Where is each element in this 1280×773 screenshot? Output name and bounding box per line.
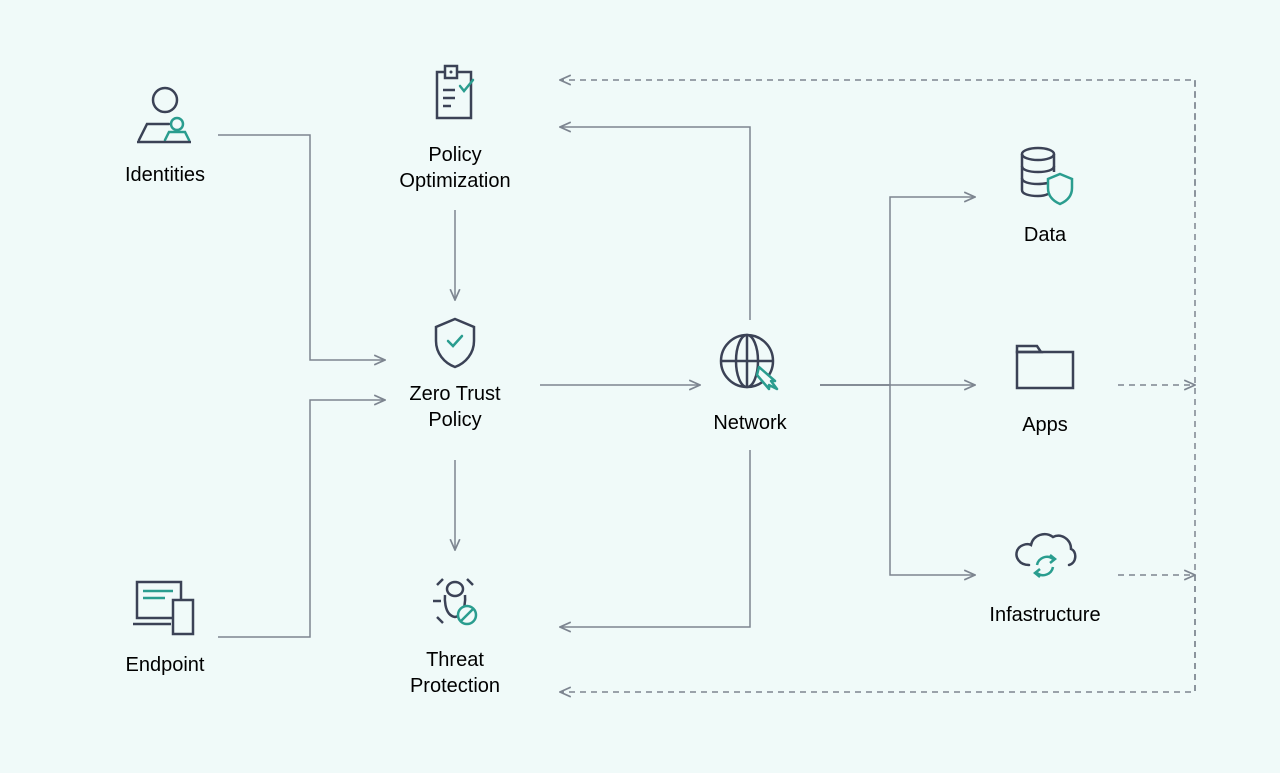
- policy-optimization-label: Policy Optimization: [399, 142, 510, 194]
- node-infrastructure: Infastructure: [985, 520, 1105, 628]
- node-threat-protection: Threat Protection: [400, 565, 510, 699]
- node-identities: Identities: [125, 80, 205, 188]
- node-network: Network: [710, 328, 790, 436]
- endpoint-label: Endpoint: [126, 652, 205, 678]
- zero-trust-label: Zero Trust Policy: [409, 381, 500, 433]
- endpoint-icon: [129, 570, 201, 642]
- apps-icon: [1009, 330, 1081, 402]
- data-icon: [1009, 140, 1081, 212]
- data-label: Data: [1024, 222, 1066, 248]
- identities-label: Identities: [125, 162, 205, 188]
- node-zero-trust: Zero Trust Policy: [400, 315, 510, 433]
- network-icon: [714, 328, 786, 400]
- policy-optimization-icon: [419, 60, 491, 132]
- node-apps: Apps: [1005, 330, 1085, 438]
- node-data: Data: [1005, 140, 1085, 248]
- zero-trust-icon: [419, 315, 491, 371]
- apps-label: Apps: [1022, 412, 1068, 438]
- infrastructure-icon: [1009, 520, 1081, 592]
- threat-protection-label: Threat Protection: [410, 647, 500, 699]
- threat-protection-icon: [419, 565, 491, 637]
- infrastructure-label: Infastructure: [989, 602, 1100, 628]
- node-policy-optimization: Policy Optimization: [395, 60, 515, 194]
- network-label: Network: [713, 410, 786, 436]
- identities-icon: [129, 80, 201, 152]
- node-endpoint: Endpoint: [125, 570, 205, 678]
